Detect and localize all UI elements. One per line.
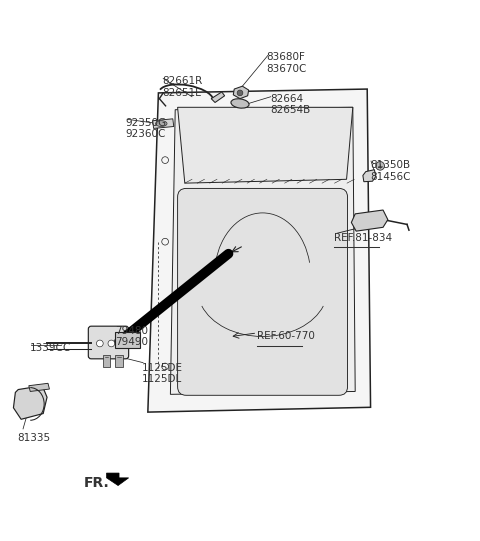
Polygon shape	[13, 386, 47, 419]
Polygon shape	[233, 86, 249, 98]
FancyBboxPatch shape	[115, 332, 140, 348]
Text: 82664
82654B: 82664 82654B	[270, 94, 310, 115]
Text: 1339CC: 1339CC	[30, 344, 71, 353]
Text: 82661R
82651L: 82661R 82651L	[162, 76, 203, 98]
FancyBboxPatch shape	[115, 354, 123, 367]
Circle shape	[376, 162, 384, 170]
Text: REF.60-770: REF.60-770	[257, 332, 315, 341]
Text: 79480
79490: 79480 79490	[115, 326, 148, 347]
Ellipse shape	[231, 99, 249, 108]
FancyBboxPatch shape	[88, 326, 129, 359]
Circle shape	[108, 340, 115, 347]
Polygon shape	[153, 119, 174, 128]
Text: FR.: FR.	[84, 476, 110, 490]
FancyBboxPatch shape	[103, 354, 110, 367]
Polygon shape	[170, 107, 355, 394]
Polygon shape	[29, 384, 49, 392]
Text: REF.81-834: REF.81-834	[334, 233, 392, 243]
Polygon shape	[351, 210, 388, 231]
Polygon shape	[178, 107, 353, 183]
Polygon shape	[363, 170, 376, 182]
FancyBboxPatch shape	[178, 188, 348, 395]
Polygon shape	[211, 92, 225, 102]
Text: 92350G
92360C: 92350G 92360C	[126, 118, 167, 140]
Text: 1125DE
1125DL: 1125DE 1125DL	[142, 362, 182, 384]
Circle shape	[96, 340, 103, 347]
Text: 81335: 81335	[17, 433, 50, 443]
Ellipse shape	[156, 121, 167, 127]
Text: 83680F
83670C: 83680F 83670C	[266, 52, 307, 74]
Circle shape	[237, 90, 243, 96]
Polygon shape	[148, 89, 371, 412]
Text: 81350B
81456C: 81350B 81456C	[371, 160, 411, 182]
Polygon shape	[107, 473, 129, 485]
